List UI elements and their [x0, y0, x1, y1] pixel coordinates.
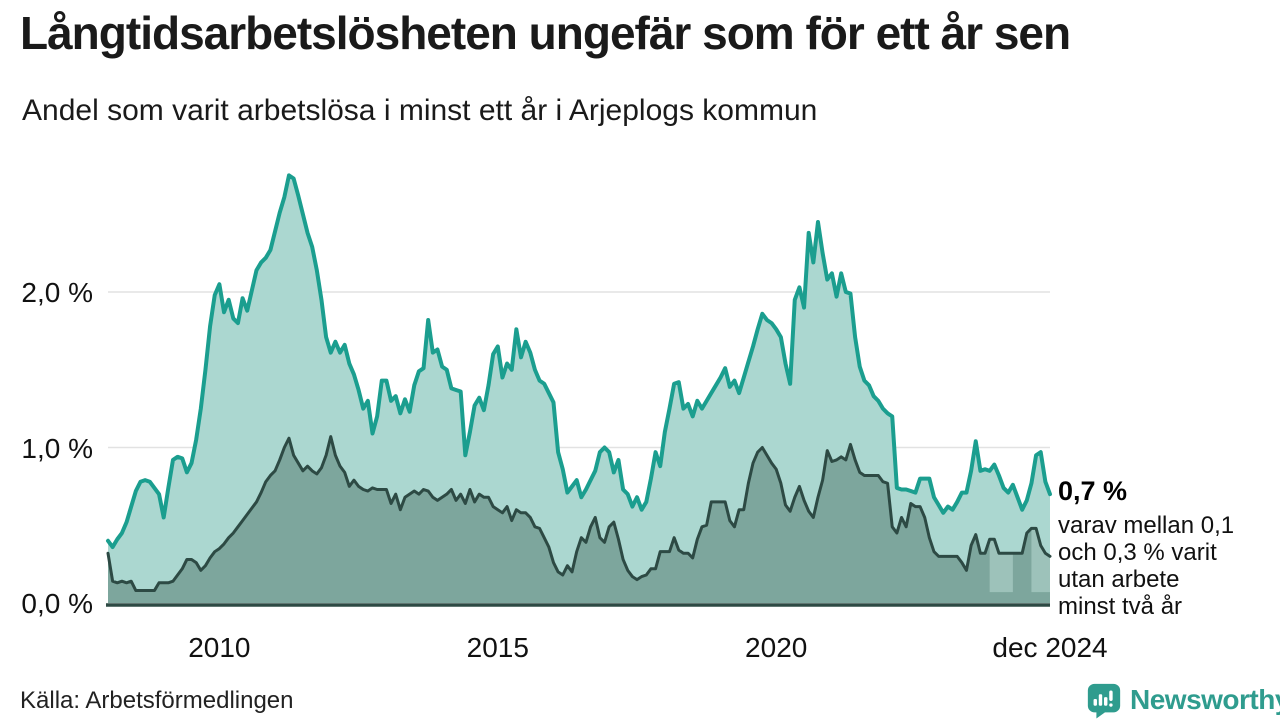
annotation-line: minst två år [1058, 593, 1183, 620]
x-axis-label: 2015 [466, 632, 529, 663]
uncertainty-band [1031, 528, 1050, 593]
newsworthy-bubble-icon [1087, 683, 1121, 719]
latest-value-annotation: 0,7 % [1058, 476, 1128, 506]
source-credit: Källa: Arbetsförmedlingen [20, 687, 294, 714]
line-min-two-years [106, 435, 1052, 593]
y-axis-label: 2,0 % [21, 277, 93, 308]
annotation-line: och 0,3 % varit [1058, 539, 1217, 566]
uncertainty-band [989, 539, 1013, 593]
x-axis-label: 2010 [188, 632, 251, 663]
annotation-line: utan arbete [1058, 566, 1180, 593]
area-min-two-years [108, 436, 1050, 603]
page-title: Långtidsarbetslösheten ungefär som för e… [20, 7, 1071, 59]
line-min-one-year [106, 173, 1052, 550]
chart-subtitle: Andel som varit arbetslösa i minst ett å… [22, 94, 818, 127]
newsworthy-wordmark: Newsworthy [1130, 684, 1280, 715]
y-axis-label: 1,0 % [21, 432, 93, 464]
y-axis-label: 0,0 % [21, 588, 93, 619]
x-axis-label: 2020 [745, 632, 808, 663]
newsworthy-logo: Newsworthy [1085, 681, 1280, 719]
annotation-line: varav mellan 0,1 [1058, 512, 1235, 539]
x-axis-label: dec 2024 [992, 632, 1108, 663]
